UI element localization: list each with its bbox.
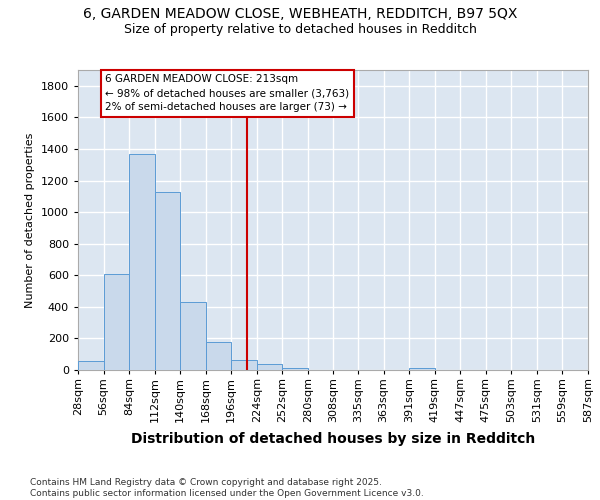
Bar bbox=[129, 154, 155, 370]
Bar bbox=[155, 192, 180, 370]
Bar bbox=[283, 368, 308, 370]
Text: Distribution of detached houses by size in Redditch: Distribution of detached houses by size … bbox=[131, 432, 535, 446]
Text: 6, GARDEN MEADOW CLOSE, WEBHEATH, REDDITCH, B97 5QX: 6, GARDEN MEADOW CLOSE, WEBHEATH, REDDIT… bbox=[83, 8, 517, 22]
Text: 6 GARDEN MEADOW CLOSE: 213sqm
← 98% of detached houses are smaller (3,763)
2% of: 6 GARDEN MEADOW CLOSE: 213sqm ← 98% of d… bbox=[106, 74, 349, 112]
Text: Size of property relative to detached houses in Redditch: Size of property relative to detached ho… bbox=[124, 22, 476, 36]
Y-axis label: Number of detached properties: Number of detached properties bbox=[25, 132, 35, 308]
Bar bbox=[78, 362, 104, 370]
Bar bbox=[104, 274, 129, 370]
Bar bbox=[257, 364, 283, 370]
Text: Contains HM Land Registry data © Crown copyright and database right 2025.
Contai: Contains HM Land Registry data © Crown c… bbox=[30, 478, 424, 498]
Bar bbox=[231, 360, 257, 370]
Bar bbox=[409, 368, 435, 370]
Bar bbox=[180, 302, 206, 370]
Bar bbox=[206, 342, 231, 370]
